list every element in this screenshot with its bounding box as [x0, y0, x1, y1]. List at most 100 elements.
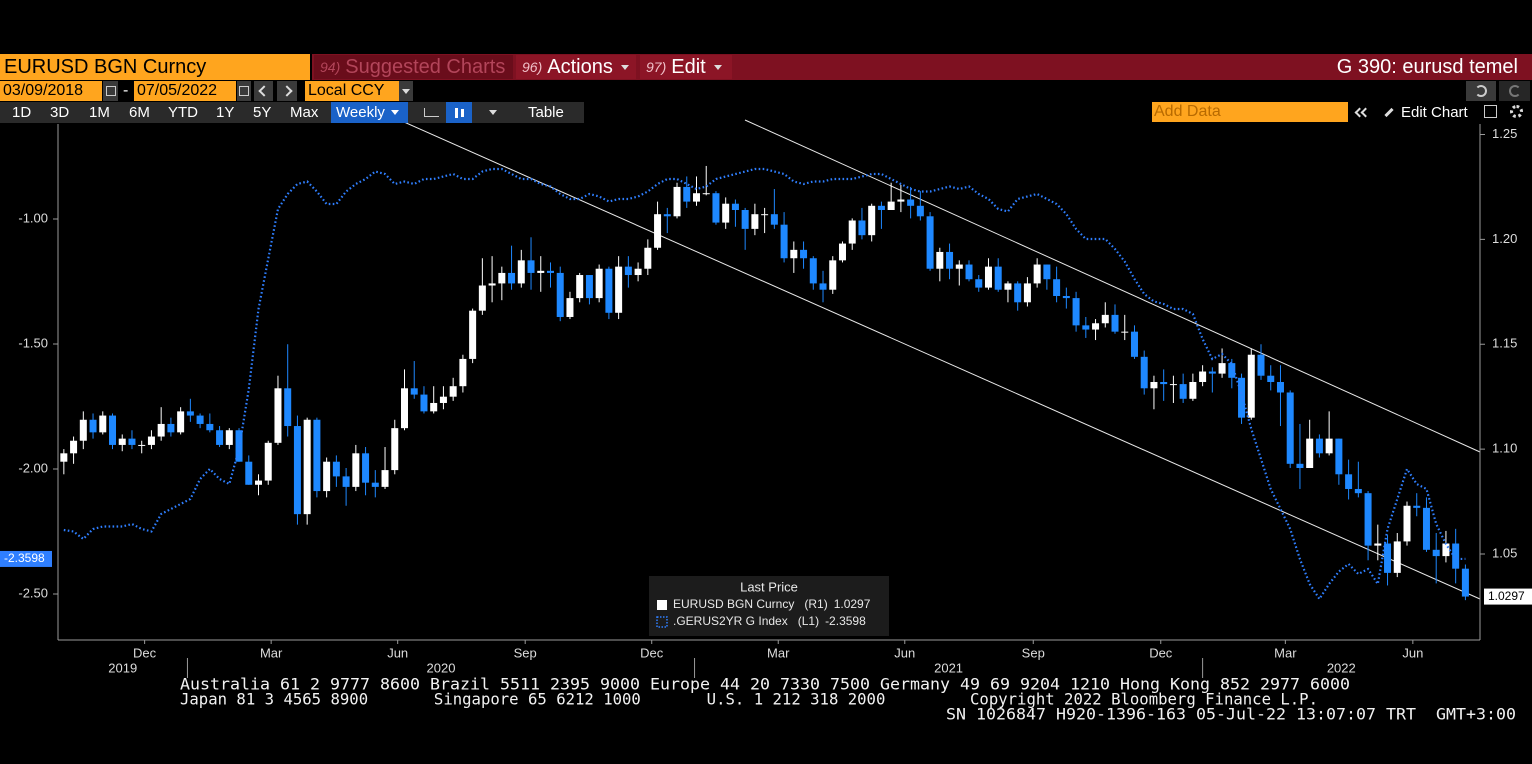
last-value-label: 1.0297	[1488, 589, 1525, 603]
currency-select[interactable]: Local CCY	[305, 81, 399, 101]
candle-body	[371, 482, 379, 487]
period-button[interactable]: Max	[290, 104, 319, 121]
candle-body	[264, 442, 272, 481]
candle-body	[946, 251, 954, 269]
end-date[interactable]: 07/05/2022	[134, 81, 236, 101]
start-date[interactable]: 03/09/2018	[0, 81, 102, 101]
candle-body	[1306, 438, 1314, 468]
year-label: 2021	[934, 660, 963, 675]
candle-body	[439, 396, 447, 403]
candle-body	[196, 415, 204, 424]
legend-entry: EURUSD BGN Curncy (R1) 1.0297	[673, 597, 871, 611]
calendar-button[interactable]	[103, 81, 118, 101]
candle-body	[1393, 541, 1401, 573]
candle-body	[692, 193, 700, 202]
menu-item[interactable]: 94) Suggested Charts	[314, 55, 513, 79]
legend-swatch	[656, 616, 668, 628]
prev-button[interactable]	[254, 81, 273, 101]
menu-label: Edit	[671, 56, 706, 78]
candle-chart-button[interactable]	[446, 102, 472, 123]
candle-body	[916, 205, 924, 217]
footer-line: SN 1026847 H920-1396-163 05-Jul-22 13:07…	[946, 705, 1516, 724]
edit-chart-button[interactable]: Edit Chart	[1384, 102, 1468, 123]
candle-body	[332, 461, 340, 477]
candle-body	[800, 249, 808, 259]
x-tick-label: Mar	[767, 645, 790, 660]
candle-body	[410, 388, 418, 395]
period-button[interactable]: 6M	[129, 104, 150, 121]
candle-body	[1461, 568, 1469, 597]
candle-body	[1432, 549, 1440, 557]
period-button[interactable]: 1M	[89, 104, 110, 121]
candle-body	[907, 199, 915, 206]
chart-type-dropdown[interactable]	[480, 102, 506, 123]
candle-body	[498, 272, 506, 284]
candle-body	[293, 426, 301, 515]
candle-body	[877, 205, 885, 210]
period-button[interactable]: 1Y	[216, 104, 235, 121]
caret	[390, 110, 399, 115]
candle-body	[1121, 331, 1129, 333]
menu-number: 96)	[522, 59, 543, 75]
table-button[interactable]: Table	[528, 104, 564, 121]
annotate-button[interactable]	[1484, 105, 1497, 118]
candle-body	[605, 268, 613, 313]
frequency-select[interactable]: Weekly	[331, 102, 408, 123]
add-data-input[interactable]: Add Data	[1152, 102, 1348, 122]
candle-body	[712, 193, 720, 223]
period-button[interactable]: YTD	[168, 104, 198, 121]
legend-box	[649, 576, 889, 636]
candle-body	[1335, 438, 1343, 475]
candle-body	[1033, 264, 1041, 284]
candle-body	[683, 186, 691, 202]
calendar-button[interactable]	[237, 81, 251, 101]
candle-body	[1218, 363, 1226, 374]
candle-body	[1257, 354, 1265, 376]
candle-body	[975, 279, 983, 288]
undo-button[interactable]	[1466, 81, 1496, 101]
candle-body	[1140, 356, 1148, 389]
legend-entry: .GERUS2YR G Index (L1) -2.3598	[673, 614, 866, 628]
candle-body	[790, 249, 798, 259]
candle-body	[566, 298, 574, 317]
redo-button[interactable]	[1499, 81, 1530, 101]
menu-item[interactable]: 96) Actions	[516, 55, 636, 79]
candle-body	[722, 203, 730, 223]
candle-body	[206, 423, 214, 431]
candle-body	[1199, 371, 1207, 382]
candle-body	[741, 210, 749, 229]
candle-body	[362, 453, 370, 483]
legend-text: 1.0297	[834, 597, 871, 611]
security-box[interactable]: EURUSD BGN Curncy	[0, 54, 310, 80]
candle-body	[809, 258, 817, 284]
frequency-label: Weekly	[336, 104, 385, 121]
legend-text: EURUSD BGN Curncy	[673, 597, 794, 611]
candle-body	[508, 272, 516, 284]
candle-body	[323, 461, 331, 492]
footer-line: Japan 81 3 4565 8900 Singapore 65 6212 1…	[180, 690, 1318, 709]
dropdown-button[interactable]	[399, 81, 413, 101]
menu-item[interactable]: 97) Edit	[640, 55, 732, 79]
period-button[interactable]: 3D	[50, 104, 70, 121]
candle-body	[848, 220, 856, 244]
trend-line	[394, 117, 1481, 600]
candle-body	[556, 272, 564, 317]
candle-body	[819, 283, 827, 290]
menu-label: Actions	[547, 56, 613, 78]
trend-line	[744, 119, 1481, 453]
period-button[interactable]: 5Y	[253, 104, 272, 121]
candle-body	[1179, 384, 1187, 399]
y2-tick-label: 1.05	[1492, 545, 1517, 560]
period-button[interactable]: 1D	[12, 104, 32, 121]
candle-body	[459, 358, 467, 387]
collapse-button[interactable]	[1354, 102, 1376, 123]
candle-body	[634, 268, 642, 276]
candle-body	[70, 440, 78, 454]
settings-button[interactable]	[1510, 105, 1523, 118]
candle-body	[167, 423, 175, 433]
next-button[interactable]	[277, 81, 297, 101]
candle-body	[654, 214, 662, 248]
candle-body	[138, 444, 146, 446]
line-chart-button[interactable]	[418, 102, 444, 123]
